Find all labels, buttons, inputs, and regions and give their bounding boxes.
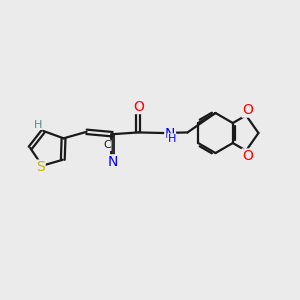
Text: N: N [165, 127, 175, 141]
Text: O: O [242, 149, 253, 163]
Text: O: O [242, 103, 253, 117]
Text: H: H [34, 119, 42, 130]
Text: N: N [107, 155, 118, 169]
Text: O: O [133, 100, 144, 113]
Text: C: C [103, 140, 111, 150]
Text: S: S [36, 160, 45, 174]
Text: H: H [168, 134, 176, 144]
